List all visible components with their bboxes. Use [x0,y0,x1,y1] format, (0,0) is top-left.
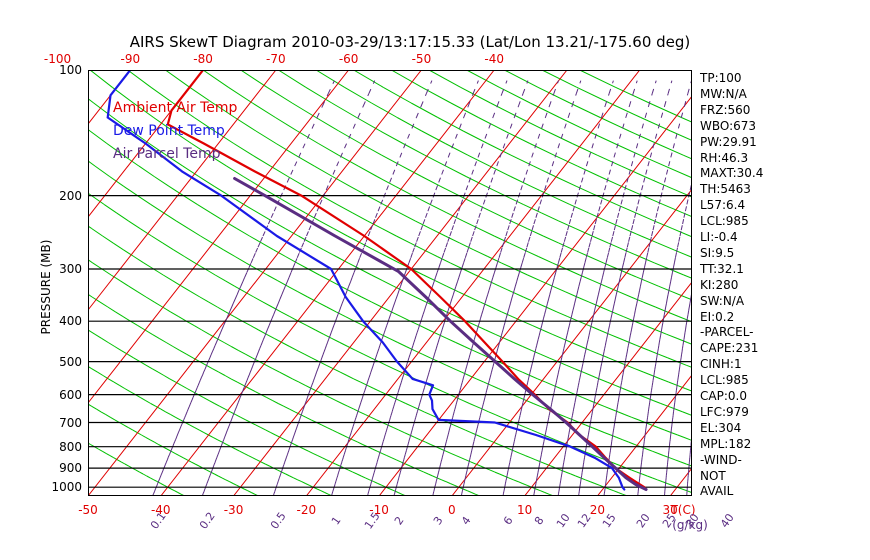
mixing-ratio-tick: 3 [430,514,446,528]
stat-line: FRZ:560 [700,102,751,117]
pressure-tick: 500 [59,354,82,369]
bottom-temp-tick: 20 [589,503,606,517]
pressure-tick: 1000 [51,480,82,495]
mixing-ratio-tick: 4 [459,514,474,528]
bottom-temp-tick: -50 [78,503,98,517]
stat-line: SI:9.5 [700,245,735,260]
stat-line: LI:-0.4 [700,230,738,244]
top-temp-tick: -70 [266,52,286,66]
stat-line: MAXT:30.4 [700,166,764,181]
stat-line: L57:6.4 [700,198,746,213]
stat-line: CAPE:231 [700,341,759,356]
pressure-tick: 900 [59,461,82,476]
bottom-temp-tick: 10 [516,503,533,517]
stat-line: TH:5463 [700,182,751,197]
top-temp-tick: -80 [193,52,213,66]
stat-line: EL:304 [700,420,742,435]
top-temp-tick: -40 [484,52,504,66]
bottom-temp-tick: -40 [150,503,171,517]
top-temp-tick: -60 [338,52,359,66]
pressure-tick: 100 [59,63,82,77]
pressure-tick: 700 [59,415,82,430]
stat-line: KI:280 [700,277,739,292]
stat-line: -PARCEL- [700,325,754,340]
mixing-ratio-tick: 2 [391,514,407,528]
mixing-ratio-tick: 1 [329,514,345,528]
pressure-tick: 600 [59,387,82,402]
legend: Ambient Air Temp Dew Point Temp Air Parc… [113,100,353,166]
skewt-plot-area [88,70,692,496]
legend-item-parcel: Air Parcel Temp [113,146,221,162]
stat-line: RH:46.3 [700,150,749,165]
mixing-ratio-unit: (g/kg) [672,518,708,532]
bottom-temp-unit: T(C) [670,503,696,517]
stat-line: LCL:985 [700,373,749,388]
top-temperature-axis: -120-110-100-90-80-70-60-50-40 [0,52,870,68]
top-temp-tick: -90 [120,52,141,66]
stat-line: LCL:985 [700,214,749,229]
stat-line: TT:32.1 [700,261,744,276]
pressure-axis: 100 200 300 400 500 600 700 800 900 1000 [36,0,86,560]
stat-line: -WIND- [700,452,742,467]
skewt-plot-svg [88,70,692,496]
mixing-ratio-tick: 8 [531,514,547,528]
page-title: AIRS SkewT Diagram 2010-03-29/13:17:15.3… [129,33,691,51]
stat-line: NOT [700,468,726,483]
sounding-statistics-panel: TP:100 MW:N/A FRZ:560 WBO:673 PW:29.91 RH:46.… [700,72,868,502]
stat-line: CINH:1 [700,357,742,372]
pressure-tick: 200 [59,188,82,203]
stat-line: PW:29.91 [700,134,757,149]
mixing-ratio-lines [152,80,692,496]
stat-line: MW:N/A [700,86,747,101]
bottom-temperature-axis: -50 -40 -30 -20 -10 0 10 20 30 T(C) [0,503,870,523]
stat-line: SW:N/A [700,293,745,308]
pressure-tick: 300 [59,262,82,277]
stat-line: TP:100 [700,71,742,85]
stat-line: AVAIL [700,484,734,499]
bottom-temp-tick: -10 [369,503,389,517]
top-temp-tick: -50 [411,52,432,66]
sounding-curves [106,70,648,491]
stat-line: LFC:979 [700,404,749,419]
stat-line: MPL:182 [700,436,752,451]
stat-line: CAP:0.0 [700,389,747,403]
bottom-temp-tick: 30 [662,503,678,517]
bottom-temp-tick: -30 [223,503,244,517]
top-temp-tick: -100 [43,52,72,66]
stat-line: EI:0.2 [700,309,735,324]
mixing-ratio-axis: 0.1 0.2 0.5 1 1.5 2 3 4 6 8 10 12 15 20 25 30 40 (g/kg) [0,510,870,551]
stat-line: WBO:673 [700,118,757,133]
pressure-tick: 800 [59,439,82,454]
plot-border [88,70,692,496]
legend-item-dewpoint: Dew Point Temp [113,123,225,139]
pressure-axis-label: PRESSURE (MB) [39,239,53,335]
legend-item-ambient: Ambient Air Temp [113,100,238,116]
bottom-temp-tick: -20 [296,503,317,517]
mixing-ratio-tick: 6 [500,514,516,528]
pressure-tick: 400 [59,314,82,329]
bottom-temp-tick: 0 [448,503,456,517]
